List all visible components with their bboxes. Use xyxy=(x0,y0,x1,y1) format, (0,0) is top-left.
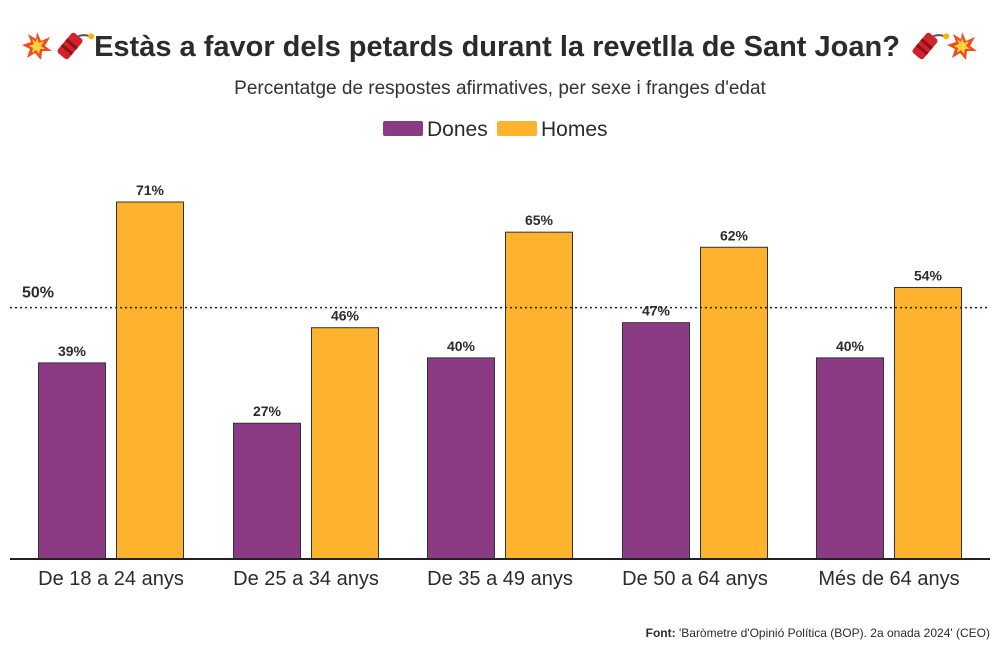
chart-subtitle: Percentatge de respostes afirmatives, pe… xyxy=(234,78,766,99)
source-note: Font: 'Baròmetre d'Opinió Política (BOP)… xyxy=(646,626,990,640)
bar-dones-mes-de-64-anys xyxy=(816,357,884,560)
bar-homes-de-35-a-49-anys xyxy=(505,231,573,560)
data-label-homes-mes-de-64-anys: 54% xyxy=(914,267,943,283)
data-label-homes-de-25-a-34-anys: 46% xyxy=(331,308,360,324)
x-tick-de-18-a-24-anys: De 18 a 24 anys xyxy=(38,568,184,590)
explosion-icon xyxy=(22,32,52,60)
data-label-dones-de-35-a-49-anys: 40% xyxy=(447,338,476,354)
bar-dones-de-25-a-34-anys xyxy=(233,422,301,560)
firecracker-icon xyxy=(912,32,950,60)
x-tick-mes-de-64-anys: Més de 64 anys xyxy=(818,568,959,590)
data-label-homes-de-35-a-49-anys: 65% xyxy=(525,212,554,228)
explosion-icon xyxy=(947,32,977,60)
bar-homes-de-25-a-34-anys xyxy=(311,327,379,560)
legend-swatch-homes xyxy=(497,121,537,136)
source-text: 'Baròmetre d'Opinió Política (BOP). 2a o… xyxy=(679,626,990,640)
bar-dones-de-35-a-49-anys xyxy=(427,357,495,560)
legend: Dones Homes xyxy=(383,118,608,141)
firecracker-icon xyxy=(57,32,95,60)
legend-item-dones: Dones xyxy=(383,118,488,141)
bar-homes-de-18-a-24-anys xyxy=(116,201,184,560)
legend-label-dones: Dones xyxy=(427,118,488,141)
bars-layer xyxy=(38,201,962,560)
data-label-dones-mes-de-64-anys: 40% xyxy=(836,338,865,354)
reference-line-label: 50% xyxy=(22,285,54,302)
bar-homes-de-50-a-64-anys xyxy=(700,246,768,560)
x-tick-de-50-a-64-anys: De 50 a 64 anys xyxy=(622,568,768,590)
data-label-dones-de-18-a-24-anys: 39% xyxy=(58,343,87,359)
legend-label-homes: Homes xyxy=(541,118,608,141)
title-right-icons xyxy=(912,32,977,60)
x-tick-de-25-a-34-anys: De 25 a 34 anys xyxy=(233,568,379,590)
chart-title: Estàs a favor dels petards durant la rev… xyxy=(94,31,900,63)
data-label-homes-de-18-a-24-anys: 71% xyxy=(136,182,165,198)
title-left-icons xyxy=(22,32,95,60)
data-label-homes-de-50-a-64-anys: 62% xyxy=(720,227,749,243)
bar-homes-mes-de-64-anys xyxy=(894,286,962,560)
data-labels-layer: 39% 71% 27% 46% 40% 65% 47% 62% 40% 54% xyxy=(58,182,943,419)
x-tick-labels: De 18 a 24 anys De 25 a 34 anys De 35 a 49… xyxy=(38,568,959,590)
source-label: Font: xyxy=(646,626,676,640)
legend-item-homes: Homes xyxy=(497,118,608,141)
legend-swatch-dones xyxy=(383,121,423,136)
data-label-dones-de-25-a-34-anys: 27% xyxy=(253,403,282,419)
bar-dones-de-18-a-24-anys xyxy=(38,362,106,560)
data-label-dones-de-50-a-64-anys: 47% xyxy=(642,303,671,319)
x-tick-de-35-a-49-anys: De 35 a 49 anys xyxy=(427,568,573,590)
bar-dones-de-50-a-64-anys xyxy=(622,322,690,560)
